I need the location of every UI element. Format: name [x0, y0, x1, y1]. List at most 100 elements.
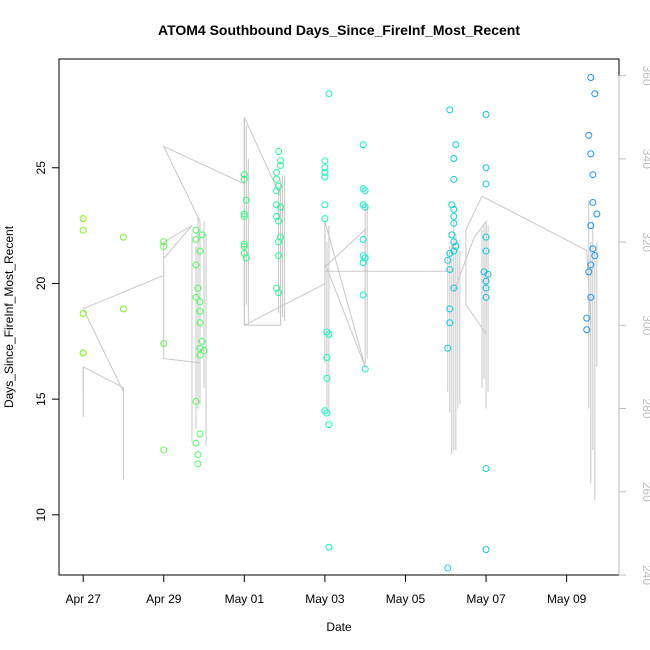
data-point: [361, 203, 369, 211]
data-point: [192, 439, 200, 447]
data-point: [277, 161, 285, 169]
data-point: [194, 460, 202, 468]
data-point: [482, 465, 490, 473]
data-point: [192, 293, 200, 301]
y-tick-label: 20: [34, 276, 48, 290]
data-point: [321, 168, 329, 176]
series-lines: [82, 117, 598, 501]
data-point: [589, 171, 597, 179]
data-point: [240, 212, 248, 220]
data-point: [444, 564, 452, 572]
data-point: [160, 340, 168, 348]
data-point: [450, 154, 458, 162]
data-point: [273, 201, 281, 209]
data-point: [323, 374, 331, 382]
data-point: [446, 305, 454, 313]
data-point: [194, 284, 202, 292]
data-point: [444, 344, 452, 352]
data-point: [589, 245, 597, 253]
data-point: [321, 157, 329, 165]
data-point: [196, 319, 204, 327]
data-point: [359, 141, 367, 149]
x-tick-label: May 01: [225, 592, 265, 606]
data-point: [275, 252, 283, 260]
data-point: [589, 198, 597, 206]
data-point: [587, 293, 595, 301]
data-point: [273, 212, 281, 220]
data-point: [482, 284, 490, 292]
data-point: [240, 171, 248, 179]
data-point: [325, 543, 333, 551]
data-point: [160, 446, 168, 454]
x-tick-label: Apr 29: [146, 592, 182, 606]
data-point: [359, 235, 367, 243]
data-point: [273, 175, 281, 183]
data-point: [359, 252, 367, 260]
data-point: [591, 90, 599, 98]
right-tick-label: 280: [640, 399, 650, 419]
data-point: [240, 240, 248, 248]
data-point: [450, 284, 458, 292]
data-point: [192, 235, 200, 243]
data-point: [446, 319, 454, 327]
data-point: [277, 157, 285, 165]
right-tick-label: 360: [640, 66, 650, 86]
data-point: [484, 270, 492, 278]
y-tick-label: 25: [34, 161, 48, 175]
right-tick-label: 340: [640, 149, 650, 169]
y-axis-left: 10 15 20 25: [34, 161, 60, 522]
y-tick-label: 10: [34, 508, 48, 522]
data-point: [448, 231, 456, 239]
y-tick-label: 15: [34, 392, 48, 406]
data-point: [359, 291, 367, 299]
data-point: [273, 187, 281, 195]
data-point: [160, 242, 168, 250]
x-axis: Apr 27 Apr 29 May 01 May 03 May 05 May 07 May …: [65, 574, 587, 606]
data-point: [323, 409, 331, 417]
data-point: [192, 397, 200, 405]
data-point: [198, 231, 206, 239]
data-point: [79, 349, 87, 357]
data-point: [325, 330, 333, 338]
data-point: [200, 347, 208, 355]
data-point: [448, 201, 456, 209]
data-point: [321, 201, 329, 209]
data-point: [482, 247, 490, 255]
data-point: [196, 430, 204, 438]
data-point: [482, 164, 490, 172]
data-point: [482, 277, 490, 285]
data-point: [321, 215, 329, 223]
data-point: [482, 233, 490, 241]
data-point: [242, 196, 250, 204]
data-point: [587, 261, 595, 269]
data-point: [587, 222, 595, 230]
data-point: [480, 268, 488, 276]
data-point: [585, 131, 593, 139]
right-tick-label: 240: [640, 565, 650, 585]
x-tick-label: Apr 27: [65, 592, 101, 606]
right-tick-label: 260: [640, 482, 650, 502]
data-point: [273, 284, 281, 292]
right-tick-label: 300: [640, 315, 650, 335]
data-point: [192, 261, 200, 269]
data-point: [323, 353, 331, 361]
data-point: [452, 141, 460, 149]
data-point: [192, 226, 200, 234]
data-point: [591, 252, 599, 260]
data-point: [361, 187, 369, 195]
data-point: [450, 212, 458, 220]
data-point: [359, 201, 367, 209]
data-point: [593, 210, 601, 218]
data-point: [482, 111, 490, 119]
data-point: [196, 344, 204, 352]
data-point: [275, 182, 283, 190]
series-line: [82, 117, 592, 480]
data-point: [240, 175, 248, 183]
data-point: [275, 217, 283, 225]
data-point: [79, 310, 87, 318]
data-point: [240, 249, 248, 257]
x-tick-label: May 05: [386, 592, 426, 606]
x-axis-label: Date: [326, 620, 352, 634]
data-point: [359, 259, 367, 267]
